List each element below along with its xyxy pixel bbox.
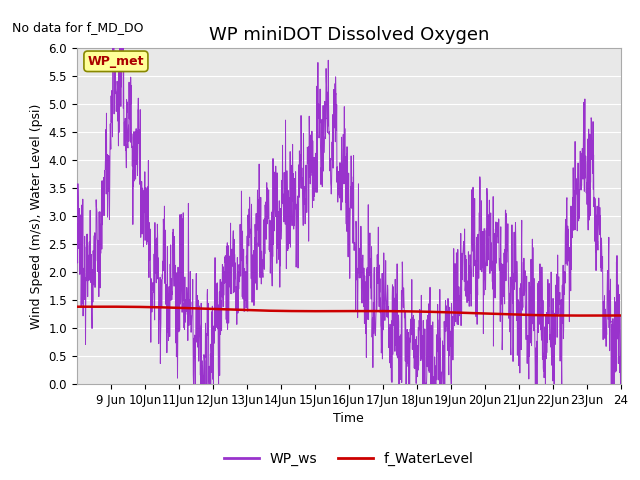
Title: WP miniDOT Dissolved Oxygen: WP miniDOT Dissolved Oxygen [209, 25, 489, 44]
Text: No data for f_MD_DO: No data for f_MD_DO [12, 21, 143, 34]
Text: WP_met: WP_met [88, 55, 144, 68]
X-axis label: Time: Time [333, 412, 364, 425]
Y-axis label: Wind Speed (m/s), Water Level (psi): Wind Speed (m/s), Water Level (psi) [30, 103, 43, 329]
Legend: WP_ws, f_WaterLevel: WP_ws, f_WaterLevel [218, 446, 479, 471]
